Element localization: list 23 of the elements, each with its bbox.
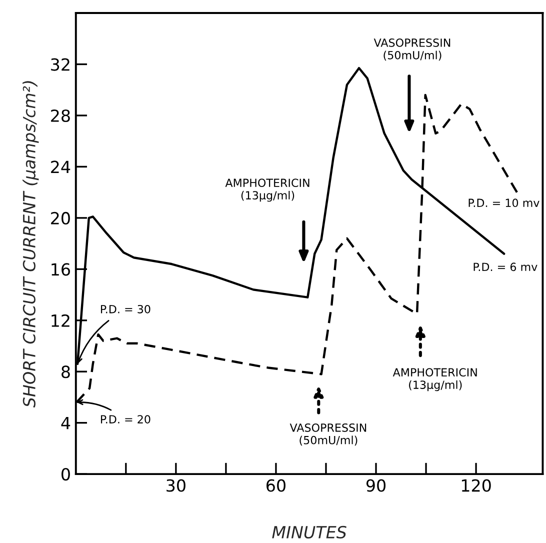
y-tick-label: 24 [51,160,70,174]
y-tick-label: 32 [51,58,70,71]
y-tick-label: 0 [62,468,70,481]
y-axis-title: SHORT CIRCUIT CURRENT (μamps/cm²) [22,81,39,408]
x-tick-label: 30 [166,479,186,492]
x-tick-label: 90 [366,479,386,492]
x-tick-label: 120 [462,479,491,492]
annotation: P.D. = 20 [100,415,150,424]
annotation: P.D. = 30 [100,304,150,314]
y-tick-label: 28 [51,109,70,122]
annotation: VASOPRESSIN (50mU/ml) [290,423,366,446]
annotation: AMPHOTERICIN (13μg/ml) [225,178,310,202]
annotation: P.D. = 10 mv [468,198,540,208]
annotation: AMPHOTERICIN (13μg/ml) [392,368,477,392]
annotation: VASOPRESSIN (50mU/ml) [374,38,450,61]
y-tick-label: 16 [52,263,70,276]
y-tick-label: 4 [61,416,70,430]
x-tick-label: 60 [266,479,286,492]
annotation: P.D. = 6 mv [474,262,538,272]
y-tick-label: 8 [62,366,70,378]
y-tick-label: 20 [51,212,70,224]
x-axis-title: MINUTES [272,526,346,538]
y-tick-label: 12 [52,314,70,327]
